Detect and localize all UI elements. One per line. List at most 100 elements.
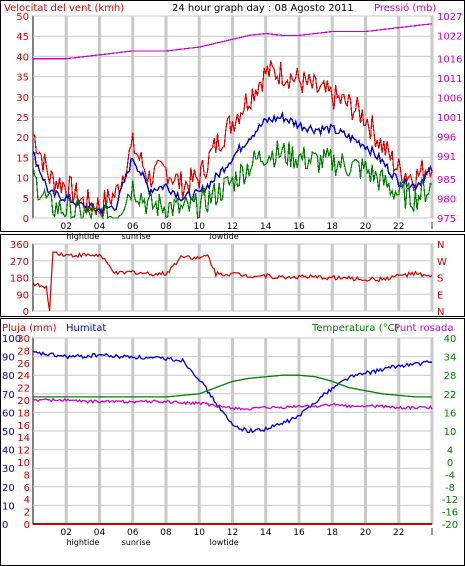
- rain-y-tick-label: 16: [17, 421, 30, 432]
- wind-x-tick-label: 04: [94, 222, 106, 232]
- rain-y-tick-label: 14: [17, 433, 30, 444]
- wind-y-tick-label: 35: [16, 73, 29, 84]
- sunrise-label: sunrise: [122, 232, 151, 241]
- temp-x-tick-label: 14: [260, 528, 272, 538]
- direction-y-tick-label: 360: [10, 240, 29, 251]
- pressure-y-tick-label: 1011: [437, 74, 462, 85]
- rain-y-tick-label: 20: [17, 396, 30, 407]
- wind-series-pressure: [33, 23, 433, 60]
- temp-x-tick-label: 06: [127, 528, 139, 538]
- humidity-y-tick-label: 20: [2, 483, 15, 494]
- rain-y-tick-label: 8: [24, 470, 30, 481]
- humidity-y-tick-label: 100: [2, 334, 21, 345]
- compass-label: W: [437, 257, 447, 268]
- hightide-label: hightide: [66, 232, 99, 241]
- wind-x-tick-label: 10: [194, 222, 206, 232]
- temp-x-tick-label: l: [431, 528, 434, 538]
- temp-axis-label: Temperatura (°C): [311, 323, 399, 334]
- wind-x-tick-label: 18: [327, 222, 339, 232]
- wind-x-tick-label: 20: [360, 222, 372, 232]
- wind-series-min: [32, 140, 433, 221]
- pressure-y-tick-label: 1016: [437, 55, 462, 66]
- humidity-y-tick-label: 70: [2, 390, 15, 401]
- pressure-y-tick-label: 991: [437, 152, 456, 163]
- compass-label: S: [437, 274, 443, 285]
- wind-y-tick-label: 30: [16, 93, 29, 104]
- temp-y-tick-label: 0: [447, 458, 453, 469]
- wind-plot: 02 04 06 08 10 12 14 16 18 20 22 l 0 5 10 15 20 25 30 35 40 4…: [16, 12, 462, 241]
- pressure-axis-label: Pressió (mb): [374, 2, 436, 14]
- wind-y-tick-label: 25: [16, 113, 29, 124]
- humidity-axis-label: Humitat: [66, 323, 106, 334]
- temp-y-tick-label: 28: [444, 371, 457, 382]
- direction-y-tick-label: 270: [10, 257, 29, 268]
- temp-x-tick-label: 20: [360, 528, 372, 538]
- wind-y-tick-label: 40: [16, 52, 29, 63]
- dewpoint-axis-label: Punt rosada: [394, 323, 453, 334]
- wind-x-tick-label: 22: [393, 222, 404, 232]
- pressure-y-tick-label: 1001: [437, 113, 462, 124]
- wind-x-tick-label: 16: [293, 222, 305, 232]
- direction-plot: 0 N 90 E 180 S 270 W 360 N: [10, 240, 447, 318]
- rain-y-tick-label: 22: [17, 384, 30, 395]
- temp-series-dewpoint: [32, 397, 433, 411]
- pressure-y-tick-label: 980: [437, 195, 456, 206]
- rain-y-tick-label: 6: [24, 483, 30, 494]
- temp-x-tick-label: 04: [94, 528, 106, 538]
- temperature-humidity-plot: 02 04 06 08 10 12 14 16 18 20 22 l01020304050607080…: [2, 334, 458, 547]
- temp-x-tick-label: 08: [160, 528, 172, 538]
- wind-y-tick-label: 20: [16, 133, 29, 144]
- temp-x-tick-label: 18: [327, 528, 339, 538]
- temp-x-tick-label: 16: [293, 528, 305, 538]
- wind-y-tick-label: 45: [16, 32, 29, 43]
- graph-title: 24 hour graph day : 08 Agosto 2011: [172, 3, 354, 14]
- temp-series-humidity: [32, 350, 433, 434]
- humidity-y-tick-label: 0: [2, 520, 8, 531]
- rain-y-tick-label: 26: [17, 359, 30, 370]
- pressure-y-tick-label: 985: [437, 175, 456, 186]
- wind-x-tick-label: 12: [227, 222, 238, 232]
- temp-x-tick-label: 12: [227, 528, 238, 538]
- rain-y-tick-label: 4: [24, 495, 30, 506]
- pressure-y-tick-label: 1027: [437, 12, 462, 23]
- humidity-y-tick-label: 60: [2, 408, 15, 419]
- rain-y-tick-label: 24: [17, 371, 30, 382]
- compass-label: N: [437, 240, 444, 251]
- rain-y-tick-label: 30: [17, 334, 30, 345]
- temp-y-tick-label: -20: [442, 520, 458, 531]
- temp-y-tick-label: 4: [447, 446, 453, 457]
- temp-y-tick-label: -4: [445, 470, 455, 481]
- pressure-y-tick-label: 996: [437, 132, 456, 143]
- compass-label: E: [437, 290, 443, 301]
- wind-y-tick-label: 15: [16, 153, 29, 164]
- temp-x-tick-label: 22: [393, 528, 404, 538]
- temp-series-temperature: [33, 374, 432, 398]
- temp-y-tick-label: 34: [444, 353, 457, 364]
- rain-y-tick-label: 2: [24, 508, 30, 519]
- wind-x-tick-label: 08: [160, 222, 172, 232]
- humidity-y-tick-label: 40: [2, 446, 15, 457]
- wind-y-tick-label: 50: [16, 12, 29, 23]
- wind-axis-label: Velocitat del vent (kmh): [4, 3, 124, 14]
- pressure-y-tick-label: 1022: [437, 31, 462, 42]
- humidity-y-tick-label: 50: [2, 427, 15, 438]
- wind-x-tick-label: 02: [61, 222, 72, 232]
- pressure-y-tick-label: 1006: [437, 94, 462, 105]
- wind-y-tick-label: 0: [23, 214, 29, 225]
- pressure-y-tick-label: 975: [437, 214, 456, 225]
- temp-x-tick-label: 02: [61, 528, 72, 538]
- wind-x-tick-label: l: [431, 222, 434, 232]
- wind-y-tick-label: 10: [16, 174, 29, 185]
- rain-y-tick-label: 0: [24, 520, 30, 531]
- compass-label: N: [437, 307, 444, 318]
- temp-y-tick-label: 16: [444, 408, 457, 419]
- temp-y-tick-label: 22: [444, 390, 457, 401]
- humidity-y-tick-label: 30: [2, 464, 15, 475]
- wind-y-tick-label: 5: [23, 194, 29, 205]
- rain-axis-label: Pluja (mm): [2, 323, 57, 334]
- temp-x-tick-label: 10: [194, 528, 206, 538]
- direction-y-tick-label: 90: [16, 290, 29, 301]
- direction-series: [32, 251, 433, 312]
- temp-y-tick-label: -12: [442, 495, 458, 506]
